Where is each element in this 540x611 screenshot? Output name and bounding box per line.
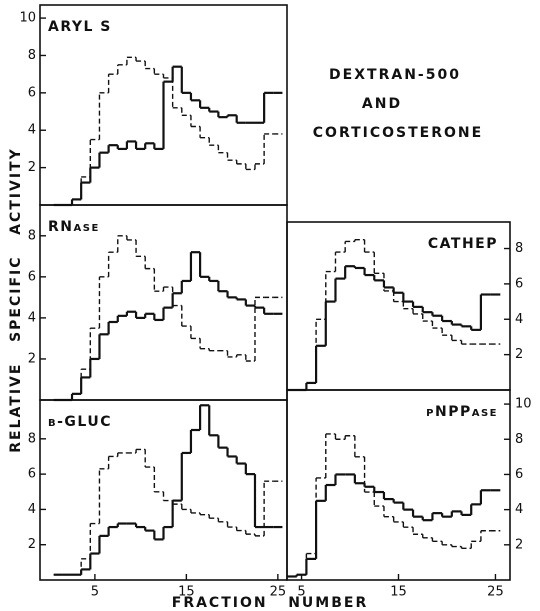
- y-tick-label: 2: [515, 347, 523, 362]
- panel-title: CATHEP: [428, 236, 498, 252]
- y-tick-label: 10: [19, 11, 36, 26]
- x-tick-label: 25: [270, 585, 287, 600]
- y-tick-label: 4: [28, 310, 36, 325]
- annotation: CORTICOSTERONE: [313, 125, 483, 141]
- annotation: DEXTRAN-500: [329, 67, 461, 83]
- y-tick-label: 2: [28, 537, 36, 552]
- panel-title: β-GLUC: [48, 414, 112, 430]
- panel-title: RNase: [48, 219, 100, 235]
- y-tick-label: 4: [515, 312, 523, 327]
- y-tick-label: 8: [28, 431, 36, 446]
- y-tick-label: 6: [28, 269, 36, 284]
- panel-title: pNPPase: [426, 404, 498, 420]
- y-tick-label: 4: [515, 502, 523, 517]
- y-tick-label: 2: [515, 537, 523, 552]
- y-tick-label: 4: [28, 502, 36, 517]
- y-tick-label: 8: [28, 48, 36, 63]
- y-tick-label: 10: [515, 397, 532, 412]
- x-axis-label: FRACTION NUMBER: [172, 595, 368, 611]
- y-tick-label: 6: [28, 85, 36, 100]
- y-tick-label: 2: [28, 160, 36, 175]
- y-tick-label: 8: [28, 228, 36, 243]
- y-axis-label: RELATIVE SPECIFIC ACTIVITY: [8, 147, 24, 452]
- y-tick-label: 6: [515, 276, 523, 291]
- annotation: AND: [362, 96, 402, 112]
- x-tick-label: 25: [487, 585, 504, 600]
- x-tick-label: 5: [297, 585, 305, 600]
- panel-title: ARYL S: [48, 19, 112, 35]
- y-tick-label: 6: [515, 467, 523, 482]
- x-tick-label: 15: [178, 585, 195, 600]
- x-tick-label: 15: [390, 585, 407, 600]
- y-tick-label: 8: [515, 432, 523, 447]
- x-tick-label: 5: [91, 585, 99, 600]
- y-tick-label: 8: [515, 241, 523, 256]
- y-tick-label: 6: [28, 467, 36, 482]
- y-tick-label: 2: [28, 351, 36, 366]
- y-tick-label: 4: [28, 123, 36, 138]
